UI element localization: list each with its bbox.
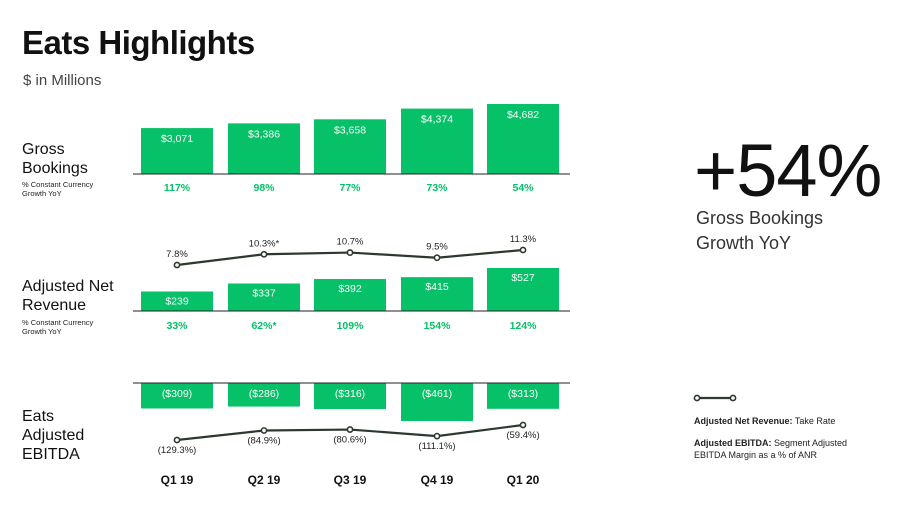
legend-item-take-rate: Adjusted Net Revenue: Take Rate [694, 415, 904, 427]
gross-bookings-sub-line1: % Constant Currency [22, 180, 94, 189]
anr-sub-line2: Growth YoY [22, 327, 62, 336]
anr-bar [141, 291, 213, 311]
anr-value-label: $392 [338, 283, 362, 295]
page-title: Eats Highlights [22, 24, 255, 61]
ebitda-value-label: ($309) [162, 388, 192, 400]
ebitda-bar [228, 383, 300, 407]
gross-bookings-bar [314, 119, 386, 174]
eats-adjusted-ebitda-label: Eats Adjusted EBITDA [22, 407, 84, 464]
ebitda-margin-label: (84.9%) [247, 435, 280, 446]
legend-item2-text: Segment Adjusted [771, 438, 848, 448]
gross-bookings-growth-label: 117% [164, 182, 191, 194]
ebitda-label-line1: Eats [22, 408, 55, 425]
take-rate-label: 11.3% [510, 234, 537, 245]
kpi-label-line2: Growth YoY [696, 233, 792, 253]
adjusted-net-revenue-label: Adjusted Net Revenue [22, 277, 114, 315]
gross-bookings-value-label: $4,374 [421, 114, 453, 126]
legend-item2-bold: Adjusted EBITDA: [694, 438, 772, 448]
take-rate-label: 9.5% [426, 242, 448, 253]
take-rate-point [433, 254, 441, 262]
legend-item-ebitda-margin: Adjusted EBITDA: Segment Adjusted EBITDA… [694, 437, 904, 461]
anr-growth-label: 109% [337, 320, 365, 332]
anr-value-label: $415 [425, 281, 449, 293]
take-rate-point [260, 250, 268, 258]
ebitda-margin-label: (111.1%) [418, 441, 455, 452]
kpi-label: Gross Bookings Growth YoY [696, 206, 876, 256]
legend-item2-text-line2: EBITDA Margin as a % of ANR [694, 450, 818, 460]
gross-bookings-label-line1: Gross [22, 141, 65, 158]
anr-value-label: $239 [165, 295, 189, 307]
ebitda-value-label: ($313) [508, 388, 538, 400]
ebitda-margin-point [173, 436, 181, 444]
gross-bookings-value-label: $3,071 [161, 133, 193, 145]
anr-growth-label: 154% [424, 320, 452, 332]
anr-bar [487, 268, 559, 311]
gross-bookings-bar [228, 123, 300, 174]
ebitda-margin-point [346, 426, 354, 433]
anr-bar [228, 283, 300, 311]
anr-growth-label: 62%* [251, 320, 277, 332]
gross-bookings-label-line2: Bookings [22, 160, 88, 177]
anr-growth-label: 124% [510, 320, 538, 332]
ebitda-bar [401, 383, 473, 421]
ebitda-margin-label: (59.4%) [506, 430, 539, 441]
kpi-value: +54% [694, 129, 882, 212]
ebitda-value-label: ($286) [249, 388, 279, 400]
gross-bookings-value-label: $4,682 [507, 109, 539, 121]
gross-bookings-growth-label: 98% [253, 182, 275, 194]
ebitda-label-line2: Adjusted [22, 427, 85, 444]
gross-bookings-sub-line2: Growth YoY [22, 189, 62, 198]
category-tick-label: Q2 19 [248, 473, 281, 487]
anr-bar [314, 279, 386, 311]
gross-bookings-bar [401, 108, 473, 174]
gross-bookings-growth-label: 77% [339, 182, 361, 194]
anr-label-line2: Revenue [22, 297, 87, 314]
ebitda-margin-point [260, 427, 268, 434]
take-rate-point [346, 249, 354, 256]
gross-bookings-growth-label: 73% [426, 182, 448, 194]
kpi-label-line1: Gross Bookings [696, 208, 824, 228]
ebitda-bar [141, 383, 213, 409]
gross-bookings-label: Gross Bookings [22, 140, 88, 178]
ebitda-bar [487, 383, 559, 409]
anr-label-line1: Adjusted Net [22, 278, 114, 295]
gross-bookings-growth-label: 54% [512, 182, 534, 194]
take-rate-point [519, 246, 527, 254]
category-tick-label: Q3 19 [334, 473, 367, 487]
gross-bookings-bar [141, 128, 213, 174]
ebitda-label-line3: EBITDA [22, 446, 80, 463]
category-tick-label: Q1 20 [507, 473, 540, 487]
anr-sub-line1: % Constant Currency [22, 318, 94, 327]
take-rate-label: 10.3%* [249, 238, 280, 249]
anr-value-label: $527 [511, 272, 535, 284]
ebitda-value-label: ($316) [335, 388, 365, 400]
gross-bookings-sublabel: % Constant Currency Growth YoY [22, 180, 93, 198]
gross-bookings-value-label: $3,658 [334, 124, 366, 136]
category-tick-label: Q4 19 [421, 473, 454, 487]
gross-bookings-value-label: $3,386 [248, 128, 280, 140]
take-rate-label: 10.7% [337, 237, 364, 248]
ebitda-margin-point [519, 421, 527, 429]
anr-growth-label: 33% [166, 320, 188, 332]
anr-sublabel: % Constant Currency Growth YoY [22, 318, 93, 336]
legend-item1-text: Take Rate [792, 416, 836, 426]
ebitda-value-label: ($461) [422, 388, 452, 400]
legend-item1-bold: Adjusted Net Revenue: [694, 416, 793, 426]
ebitda-margin-label: (129.3%) [158, 445, 197, 456]
anr-value-label: $337 [252, 288, 276, 300]
ebitda-bar [314, 383, 386, 410]
take-rate-point [173, 261, 181, 269]
ebitda-margin-point [433, 432, 441, 440]
category-tick-label: Q1 19 [161, 473, 194, 487]
page-subtitle: $ in Millions [23, 72, 102, 89]
ebitda-margin-label: (80.6%) [333, 435, 366, 446]
anr-bar [401, 277, 473, 311]
take-rate-label: 7.8% [166, 249, 188, 260]
gross-bookings-bar [487, 104, 559, 174]
